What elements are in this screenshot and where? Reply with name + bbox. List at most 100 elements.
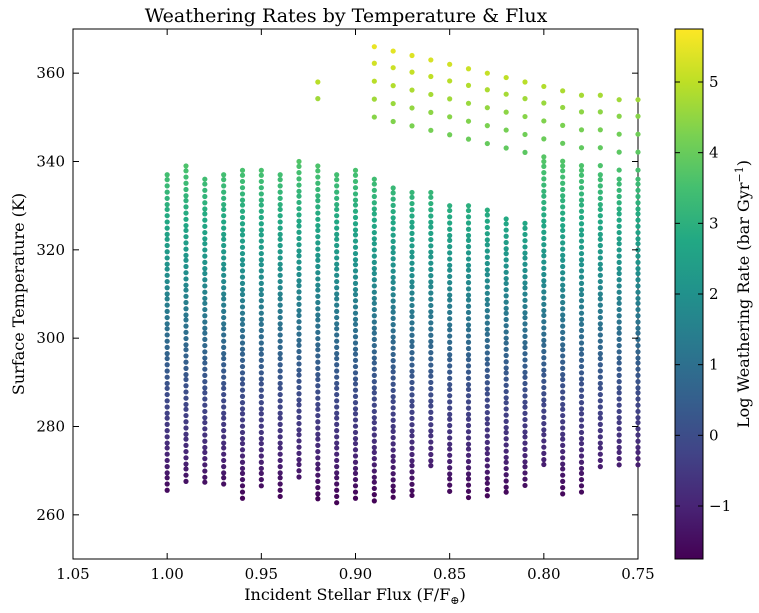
data-point (447, 78, 453, 84)
data-point (334, 475, 340, 481)
data-point (522, 291, 528, 297)
data-point (371, 313, 377, 319)
data-point (597, 296, 603, 302)
data-point (465, 226, 472, 232)
data-point (239, 321, 246, 327)
data-point (202, 306, 208, 313)
data-point (239, 447, 246, 453)
data-point (616, 270, 622, 277)
data-point (202, 187, 208, 193)
colorbar-tick-label: 3 (709, 214, 719, 232)
data-point (258, 429, 264, 436)
data-point (541, 176, 547, 182)
data-point (616, 113, 622, 119)
data-point (597, 457, 603, 464)
data-point (164, 302, 170, 308)
data-point (164, 368, 170, 374)
data-point (616, 223, 622, 229)
data-point (635, 131, 641, 137)
data-point (371, 396, 377, 402)
data-point (560, 317, 566, 323)
data-point (447, 452, 453, 458)
data-point (334, 421, 340, 427)
data-point (503, 246, 509, 252)
data-point (635, 419, 641, 426)
data-point (465, 214, 472, 220)
data-point (239, 417, 246, 423)
data-point (296, 271, 302, 278)
data-point (447, 203, 453, 209)
data-point (239, 363, 246, 370)
data-point (334, 183, 340, 189)
data-point (578, 470, 585, 476)
data-point (465, 207, 472, 214)
data-point (296, 474, 302, 480)
data-point (202, 379, 208, 385)
data-point (277, 321, 283, 327)
data-point (541, 253, 547, 259)
data-point (597, 326, 603, 332)
data-point (522, 374, 528, 380)
data-point (258, 232, 264, 238)
data-point (258, 327, 264, 334)
data-point (183, 270, 189, 276)
data-point (578, 393, 585, 399)
data-point (465, 494, 472, 501)
data-point (334, 351, 340, 357)
data-point (183, 246, 189, 252)
data-point (597, 261, 603, 267)
data-point (352, 238, 359, 244)
data-point (315, 168, 321, 174)
data-point (578, 262, 585, 268)
data-point (183, 342, 189, 348)
data-point (616, 241, 622, 247)
data-point (296, 402, 302, 408)
data-point (503, 91, 509, 97)
data-point (597, 410, 603, 416)
data-point (352, 334, 359, 340)
data-point (277, 374, 283, 380)
data-point (616, 366, 622, 372)
data-point (258, 417, 264, 423)
data-point (315, 425, 321, 431)
data-point (409, 309, 415, 315)
data-point (597, 285, 603, 291)
data-point (334, 470, 340, 476)
data-point (258, 436, 264, 442)
data-point (484, 427, 490, 433)
data-point (428, 194, 434, 200)
data-point (409, 469, 415, 475)
data-point (239, 185, 246, 191)
data-point (315, 329, 321, 335)
data-point (371, 479, 377, 485)
data-point (277, 195, 283, 201)
data-point (390, 411, 396, 417)
data-point (164, 464, 170, 470)
data-point (371, 295, 377, 302)
data-point (239, 262, 246, 268)
data-point (484, 278, 490, 284)
data-point (560, 246, 566, 252)
data-point (578, 257, 585, 263)
data-point (503, 127, 509, 133)
data-point (352, 470, 359, 476)
data-point (258, 370, 264, 376)
data-point (484, 260, 490, 267)
data-point (635, 313, 641, 319)
data-point (164, 440, 170, 446)
data-point (616, 167, 622, 173)
data-point (428, 373, 434, 379)
data-point (616, 379, 622, 385)
data-point (409, 200, 415, 207)
data-point (578, 429, 585, 436)
data-point (484, 416, 490, 422)
data-point (560, 412, 566, 419)
data-point (447, 375, 453, 381)
data-point (578, 334, 585, 340)
data-point (522, 285, 528, 291)
data-point (390, 488, 396, 494)
data-point (315, 198, 321, 204)
data-point (409, 475, 415, 481)
data-point (578, 357, 585, 363)
data-point (164, 183, 170, 189)
